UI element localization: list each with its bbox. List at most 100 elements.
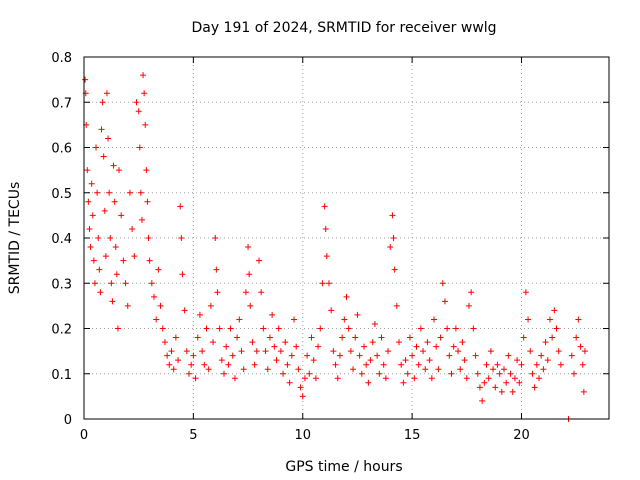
data-point	[459, 339, 466, 346]
y-tick-label: 0.8	[51, 51, 72, 66]
data-point	[536, 375, 542, 382]
data-point	[236, 316, 243, 323]
data-point	[446, 352, 453, 359]
data-point	[218, 357, 225, 364]
data-point	[540, 366, 547, 373]
data-point	[277, 348, 284, 355]
y-tick-label: 0.1	[51, 368, 72, 383]
data-point	[246, 271, 253, 278]
data-point	[505, 352, 512, 359]
data-point	[212, 235, 219, 241]
data-point	[581, 348, 588, 355]
data-point	[131, 253, 138, 260]
data-point	[330, 348, 337, 355]
data-point	[85, 198, 92, 205]
data-point	[301, 375, 308, 382]
data-point	[312, 375, 319, 382]
data-point	[116, 167, 122, 174]
data-point	[481, 379, 488, 386]
data-point	[455, 348, 462, 355]
data-point	[466, 302, 472, 309]
data-point	[109, 298, 116, 305]
data-point	[282, 339, 289, 346]
data-point	[179, 271, 186, 278]
data-point	[135, 108, 142, 115]
data-point	[319, 280, 326, 287]
data-point	[151, 293, 157, 300]
data-point	[452, 325, 459, 332]
data-point	[253, 348, 260, 355]
data-point	[321, 203, 328, 210]
data-point	[170, 366, 177, 373]
data-point	[275, 325, 282, 332]
data-point	[164, 352, 171, 359]
data-point	[242, 289, 249, 296]
data-point	[221, 370, 227, 377]
data-point	[577, 343, 584, 350]
data-point	[380, 361, 387, 368]
data-point	[479, 397, 486, 404]
data-point	[262, 348, 269, 355]
y-tick-label: 0.5	[51, 187, 72, 202]
data-point	[367, 357, 374, 364]
data-point	[483, 361, 490, 368]
data-point	[172, 334, 179, 341]
data-point	[229, 352, 236, 359]
data-point	[415, 361, 422, 368]
data-point	[308, 334, 315, 341]
data-point	[354, 311, 361, 318]
data-point	[404, 370, 411, 377]
data-point	[207, 302, 214, 309]
chart-title: Day 191 of 2024, SRMTID for receiver wwl…	[191, 20, 496, 36]
x-axis-label: GPS time / hours	[285, 459, 402, 475]
data-point	[205, 366, 212, 373]
data-point	[194, 334, 201, 341]
data-point	[358, 370, 365, 377]
data-point	[385, 348, 392, 355]
data-point	[490, 366, 497, 373]
data-point	[245, 244, 252, 251]
data-point	[315, 343, 322, 350]
data-point	[129, 225, 136, 232]
data-point	[138, 216, 145, 223]
data-point	[409, 352, 416, 359]
data-point	[284, 361, 291, 368]
x-tick-label: 10	[294, 428, 311, 443]
data-point	[501, 366, 507, 373]
data-point	[350, 366, 357, 373]
data-point	[553, 325, 560, 332]
y-tick-label: 0.2	[51, 323, 72, 338]
data-point	[94, 189, 101, 196]
x-tick-label: 15	[404, 428, 421, 443]
data-point	[568, 352, 575, 359]
data-point	[105, 135, 112, 142]
data-point	[266, 334, 273, 341]
data-point	[273, 357, 280, 364]
data-point	[433, 343, 440, 350]
data-point	[516, 379, 523, 386]
data-point	[343, 293, 350, 300]
data-point	[122, 280, 129, 287]
data-point	[457, 366, 464, 373]
data-point	[140, 72, 147, 79]
data-point	[441, 298, 448, 305]
data-point	[297, 384, 304, 391]
data-point	[90, 257, 97, 264]
data-point	[306, 370, 313, 377]
data-point	[328, 307, 335, 314]
data-point	[114, 325, 121, 332]
data-point	[544, 357, 551, 364]
data-point	[573, 334, 580, 341]
data-point	[251, 361, 258, 368]
data-point	[365, 379, 372, 386]
data-point	[95, 235, 102, 241]
data-point	[86, 225, 93, 232]
data-point	[210, 339, 217, 346]
data-point	[234, 334, 241, 341]
data-point	[100, 153, 107, 160]
data-point	[93, 144, 100, 151]
data-point	[345, 325, 352, 332]
data-point	[579, 361, 586, 368]
data-point	[551, 307, 558, 314]
